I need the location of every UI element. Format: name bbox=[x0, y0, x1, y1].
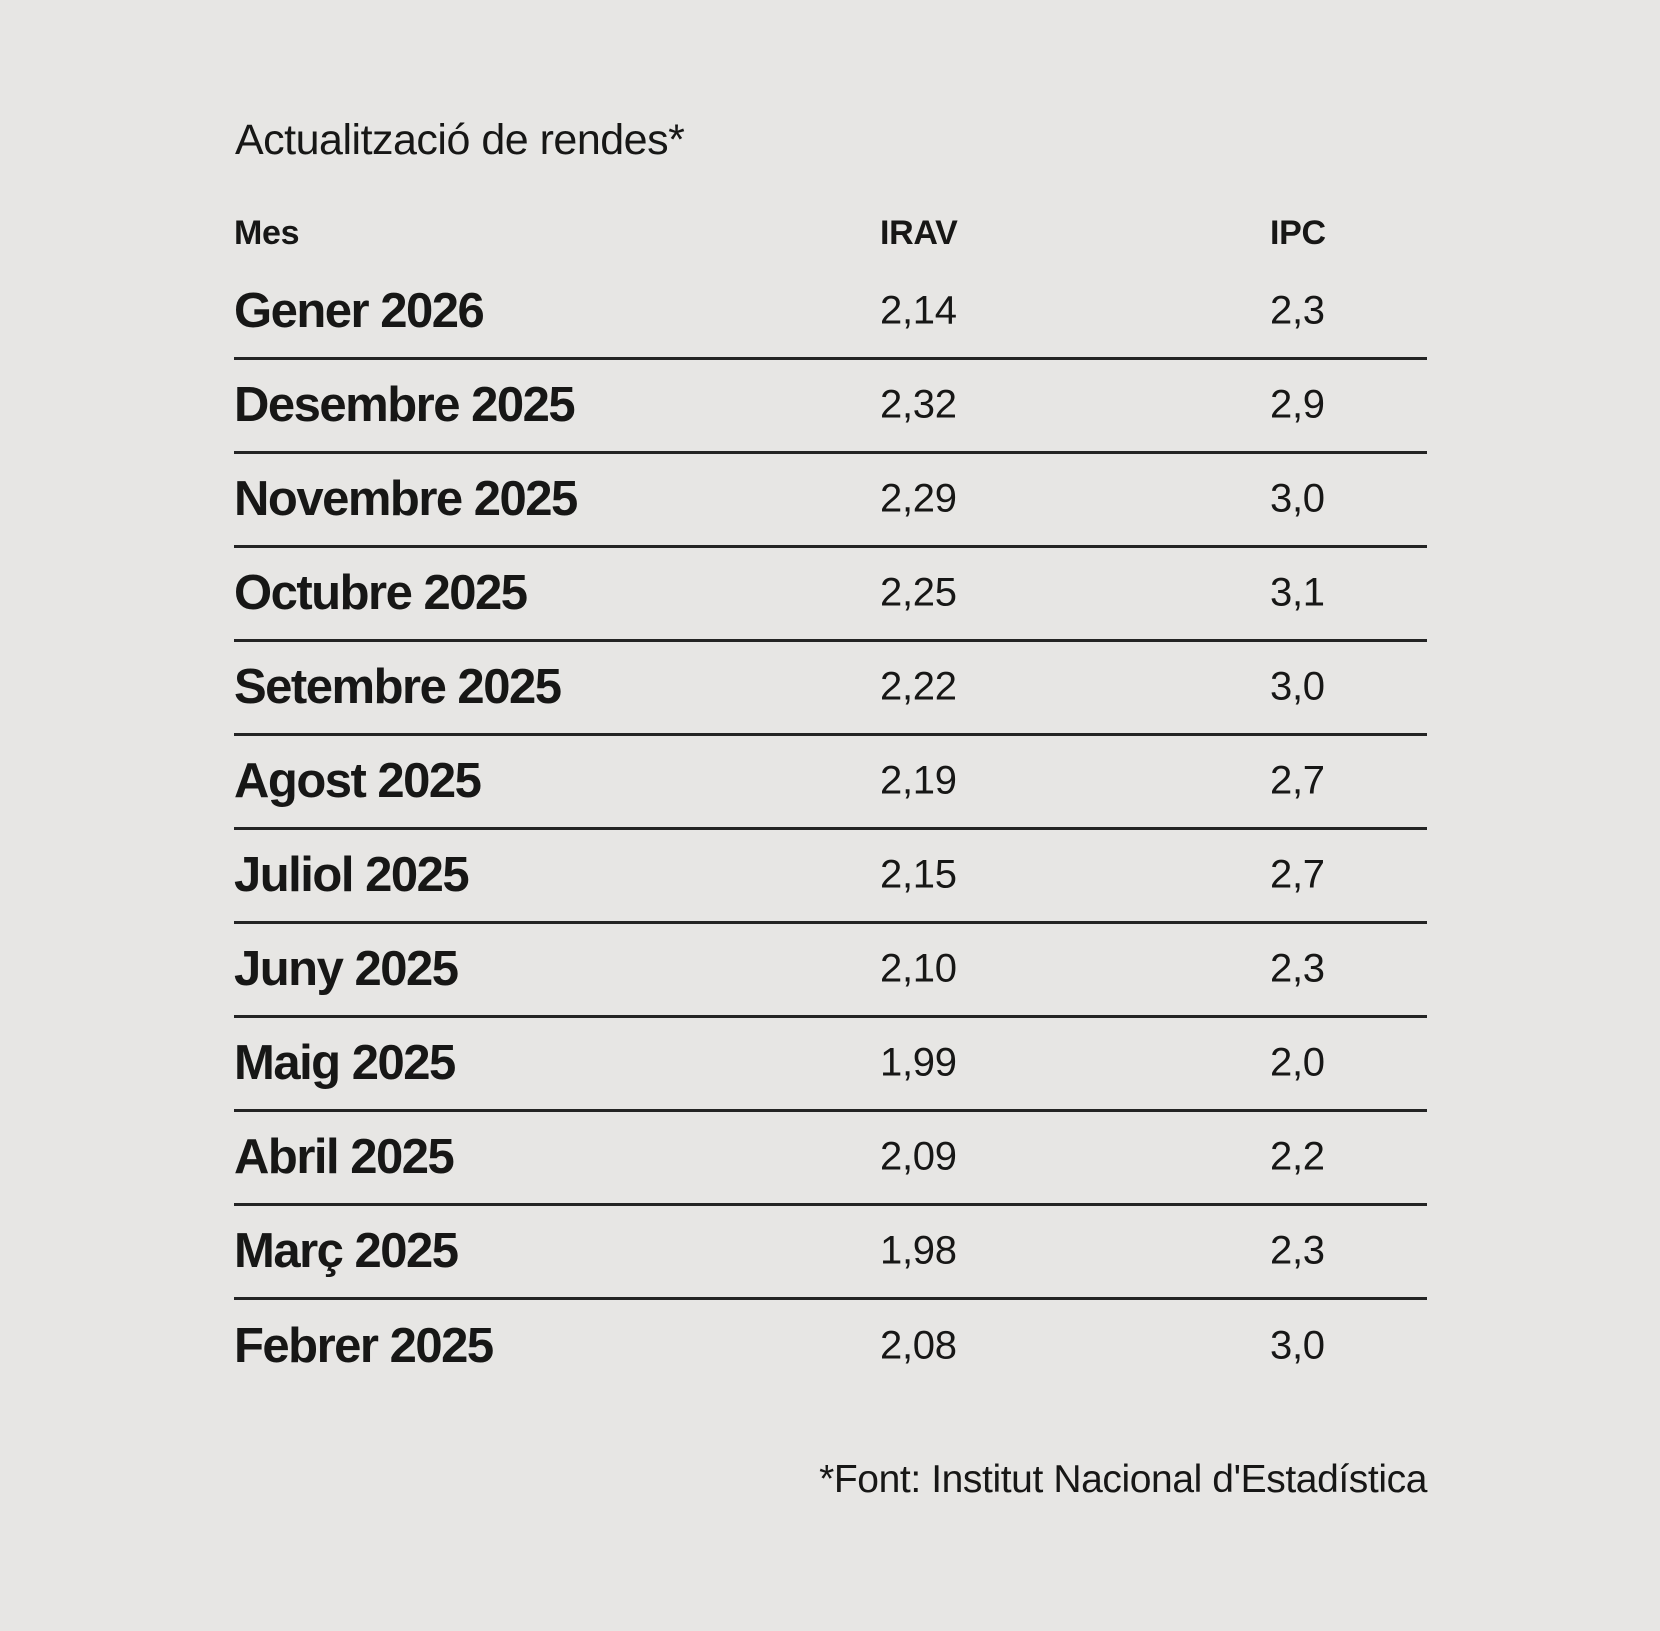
table-row: Març 2025 1,98 2,3 bbox=[234, 1206, 1427, 1300]
table-row: Gener 2026 2,14 2,3 bbox=[234, 266, 1427, 360]
table-header-row: Mes IRAV IPC bbox=[234, 214, 1427, 258]
table-row: Agost 2025 2,19 2,7 bbox=[234, 736, 1427, 830]
irav-cell: 2,15 bbox=[880, 852, 957, 897]
ipc-cell: 2,3 bbox=[1270, 946, 1325, 991]
ipc-cell: 2,9 bbox=[1270, 382, 1325, 427]
table-row: Juny 2025 2,10 2,3 bbox=[234, 924, 1427, 1018]
ipc-cell: 2,3 bbox=[1270, 1228, 1325, 1273]
month-cell: Desembre 2025 bbox=[234, 377, 576, 432]
month-cell: Gener 2026 bbox=[234, 283, 485, 338]
irav-cell: 2,25 bbox=[880, 570, 957, 615]
irav-cell: 2,08 bbox=[880, 1323, 957, 1368]
table-row: Desembre 2025 2,32 2,9 bbox=[234, 360, 1427, 454]
month-cell: Abril 2025 bbox=[234, 1129, 455, 1184]
irav-cell: 2,32 bbox=[880, 382, 957, 427]
irav-cell: 2,29 bbox=[880, 476, 957, 521]
month-cell: Octubre 2025 bbox=[234, 565, 528, 620]
ipc-cell: 3,0 bbox=[1270, 1323, 1325, 1368]
irav-cell: 2,14 bbox=[880, 288, 957, 333]
month-cell: Juny 2025 bbox=[234, 941, 459, 996]
table-row: Maig 2025 1,99 2,0 bbox=[234, 1018, 1427, 1112]
month-cell: Maig 2025 bbox=[234, 1035, 456, 1090]
ipc-cell: 2,7 bbox=[1270, 852, 1325, 897]
irav-cell: 1,98 bbox=[880, 1228, 957, 1273]
ipc-cell: 3,0 bbox=[1270, 476, 1325, 521]
table-body: Gener 2026 2,14 2,3 Desembre 2025 2,32 2… bbox=[234, 266, 1427, 1394]
month-cell: Març 2025 bbox=[234, 1223, 459, 1278]
ipc-cell: 3,1 bbox=[1270, 570, 1325, 615]
irav-cell: 2,09 bbox=[880, 1134, 957, 1179]
ipc-cell: 2,7 bbox=[1270, 758, 1325, 803]
rent-update-table: Actualització de rendes* Mes IRAV IPC Ge… bbox=[234, 0, 1427, 1631]
table-row: Setembre 2025 2,22 3,0 bbox=[234, 642, 1427, 736]
ipc-cell: 2,2 bbox=[1270, 1134, 1325, 1179]
source-footnote: *Font: Institut Nacional d'Estadística bbox=[819, 1458, 1427, 1501]
table-row: Juliol 2025 2,15 2,7 bbox=[234, 830, 1427, 924]
ipc-cell: 2,3 bbox=[1270, 288, 1325, 333]
column-header-ipc: IPC bbox=[1270, 214, 1326, 252]
ipc-cell: 2,0 bbox=[1270, 1040, 1325, 1085]
month-cell: Novembre 2025 bbox=[234, 471, 578, 526]
irav-cell: 1,99 bbox=[880, 1040, 957, 1085]
column-header-month: Mes bbox=[234, 214, 300, 252]
month-cell: Febrer 2025 bbox=[234, 1318, 494, 1373]
month-cell: Setembre 2025 bbox=[234, 659, 562, 714]
irav-cell: 2,19 bbox=[880, 758, 957, 803]
table-title: Actualització de rendes* bbox=[235, 116, 685, 164]
table-row: Octubre 2025 2,25 3,1 bbox=[234, 548, 1427, 642]
table-row: Febrer 2025 2,08 3,0 bbox=[234, 1300, 1427, 1394]
irav-cell: 2,22 bbox=[880, 664, 957, 709]
irav-cell: 2,10 bbox=[880, 946, 957, 991]
month-cell: Agost 2025 bbox=[234, 753, 482, 808]
ipc-cell: 3,0 bbox=[1270, 664, 1325, 709]
table-row: Novembre 2025 2,29 3,0 bbox=[234, 454, 1427, 548]
table-row: Abril 2025 2,09 2,2 bbox=[234, 1112, 1427, 1206]
month-cell: Juliol 2025 bbox=[234, 847, 470, 902]
column-header-irav: IRAV bbox=[880, 214, 958, 252]
